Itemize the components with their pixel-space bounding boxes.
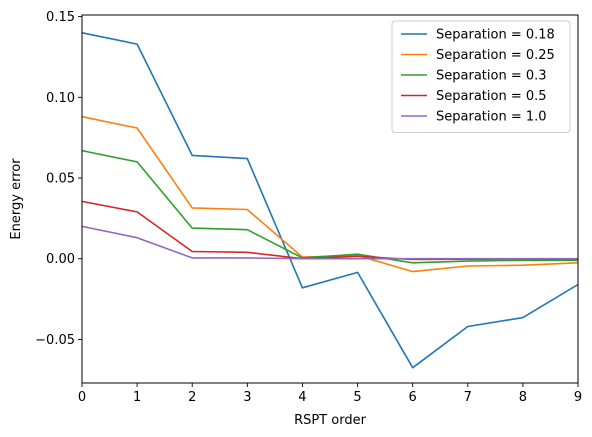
x-tick-label: 7 bbox=[464, 390, 472, 405]
x-tick-label: 6 bbox=[409, 390, 417, 405]
series-line-1 bbox=[81, 32, 579, 369]
x-axis-label: RSPT order bbox=[294, 413, 367, 428]
legend-label-2: Separation = 0.25 bbox=[436, 48, 555, 63]
y-tick-label: 0.10 bbox=[46, 91, 75, 106]
plot-frame bbox=[81, 14, 579, 384]
y-tick-label: 0.05 bbox=[46, 172, 75, 187]
y-axis-label: Energy error bbox=[9, 158, 24, 240]
x-tick-label: 3 bbox=[243, 390, 251, 405]
x-tick-label: 1 bbox=[133, 390, 141, 405]
x-tick-label: 9 bbox=[574, 390, 582, 405]
x-tick-label: 0 bbox=[78, 390, 86, 405]
x-tick-label: 2 bbox=[188, 390, 196, 405]
legend-label-3: Separation = 0.3 bbox=[436, 69, 547, 84]
x-axis-ticks: 0 1 2 3 4 5 6 7 8 9 bbox=[78, 383, 582, 405]
legend-label-1: Separation = 0.18 bbox=[436, 28, 555, 43]
legend-label-4: Separation = 0.5 bbox=[436, 89, 547, 104]
y-axis-ticks: −0.05 0.00 0.05 0.10 0.15 bbox=[35, 10, 82, 348]
y-tick-label: −0.05 bbox=[35, 333, 75, 348]
legend-label-5: Separation = 1.0 bbox=[436, 110, 547, 125]
x-tick-label: 5 bbox=[353, 390, 361, 405]
legend: Separation = 0.18 Separation = 0.25 Separa… bbox=[391, 20, 571, 133]
y-tick-label: 0.00 bbox=[46, 252, 75, 267]
series-layer bbox=[81, 32, 579, 369]
y-tick-label: 0.15 bbox=[46, 10, 75, 25]
series-line-3 bbox=[81, 149, 578, 264]
series-line-5 bbox=[81, 225, 578, 260]
x-tick-label: 4 bbox=[298, 390, 306, 405]
legend-box bbox=[391, 20, 571, 133]
x-tick-label: 8 bbox=[519, 390, 527, 405]
